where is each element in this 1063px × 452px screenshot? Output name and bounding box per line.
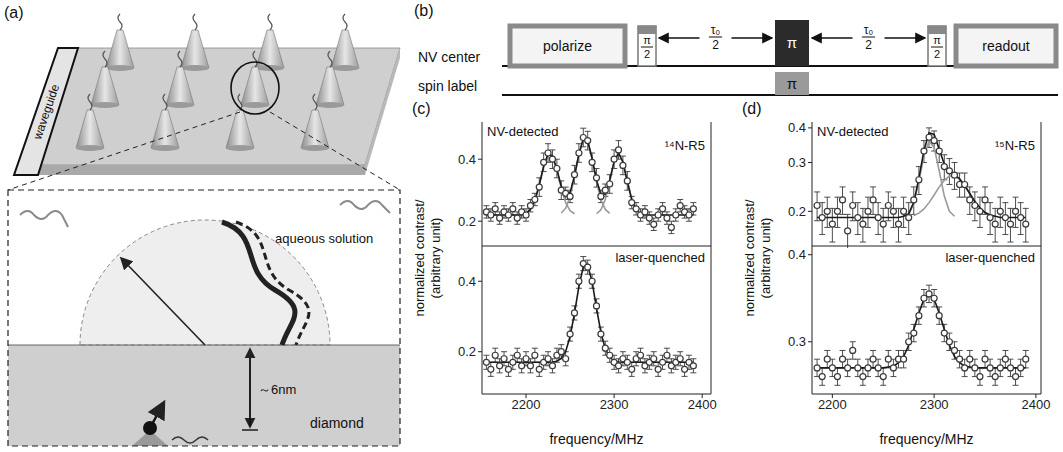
svg-text:(arbitrary unit): (arbitrary unit) xyxy=(758,218,773,299)
svg-text:waveguide: waveguide xyxy=(30,82,62,142)
svg-text:0.2: 0.2 xyxy=(458,344,476,359)
svg-text:2300: 2300 xyxy=(920,397,949,412)
svg-text:NV center: NV center xyxy=(418,49,481,65)
svg-text:π: π xyxy=(933,34,941,46)
svg-text:～6nm: ～6nm xyxy=(258,382,296,397)
svg-text:π: π xyxy=(787,75,797,92)
svg-text:0.3: 0.3 xyxy=(788,334,806,349)
svg-text:normalized contrast/: normalized contrast/ xyxy=(412,199,427,316)
html-text:(d): (d) xyxy=(742,100,762,117)
svg-text:τ₀: τ₀ xyxy=(711,23,721,37)
svg-text:0.4: 0.4 xyxy=(788,247,806,262)
svg-text:0.4: 0.4 xyxy=(458,274,476,289)
html-text:¹⁵N-R5: ¹⁵N-R5 xyxy=(994,138,1035,153)
svg-text:2300: 2300 xyxy=(600,397,629,412)
svg-text:frequency/MHz: frequency/MHz xyxy=(549,431,643,447)
svg-text:0.4: 0.4 xyxy=(788,120,806,135)
svg-text:(b): (b) xyxy=(414,2,434,19)
svg-text:2200: 2200 xyxy=(512,397,541,412)
svg-text:polarize: polarize xyxy=(543,38,592,54)
svg-text:0.2: 0.2 xyxy=(788,204,806,219)
html-text:laser-quenched: laser-quenched xyxy=(945,250,1035,265)
svg-text:frequency/MHz: frequency/MHz xyxy=(879,431,973,447)
svg-text:(arbitrary unit): (arbitrary unit) xyxy=(428,218,443,299)
svg-text:0.4: 0.4 xyxy=(458,152,476,167)
svg-text:2: 2 xyxy=(712,38,719,52)
svg-text:0.2: 0.2 xyxy=(458,214,476,229)
html-text:(c): (c) xyxy=(412,100,431,117)
svg-text:0.3: 0.3 xyxy=(788,155,806,170)
svg-text:2: 2 xyxy=(934,48,940,60)
html-text:¹⁴N-R5: ¹⁴N-R5 xyxy=(664,138,705,153)
svg-text:(a): (a) xyxy=(4,4,24,21)
svg-text:2400: 2400 xyxy=(688,397,717,412)
svg-text:readout: readout xyxy=(982,38,1030,54)
svg-text:π: π xyxy=(787,34,797,51)
svg-text:π: π xyxy=(643,34,651,46)
html-text:laser-quenched: laser-quenched xyxy=(615,250,705,265)
svg-text:spin label: spin label xyxy=(418,78,477,94)
svg-text:diamond: diamond xyxy=(310,415,364,431)
svg-text:τ₀: τ₀ xyxy=(864,23,874,37)
svg-text:normalized contrast/: normalized contrast/ xyxy=(742,199,757,316)
html-text:NV-detected: NV-detected xyxy=(487,124,559,139)
svg-text:2400: 2400 xyxy=(1021,397,1050,412)
svg-text:aqueous solution: aqueous solution xyxy=(275,231,373,246)
svg-text:2200: 2200 xyxy=(818,397,847,412)
html-text:NV-detected: NV-detected xyxy=(817,124,889,139)
svg-text:2: 2 xyxy=(644,48,650,60)
svg-text:2: 2 xyxy=(865,38,872,52)
